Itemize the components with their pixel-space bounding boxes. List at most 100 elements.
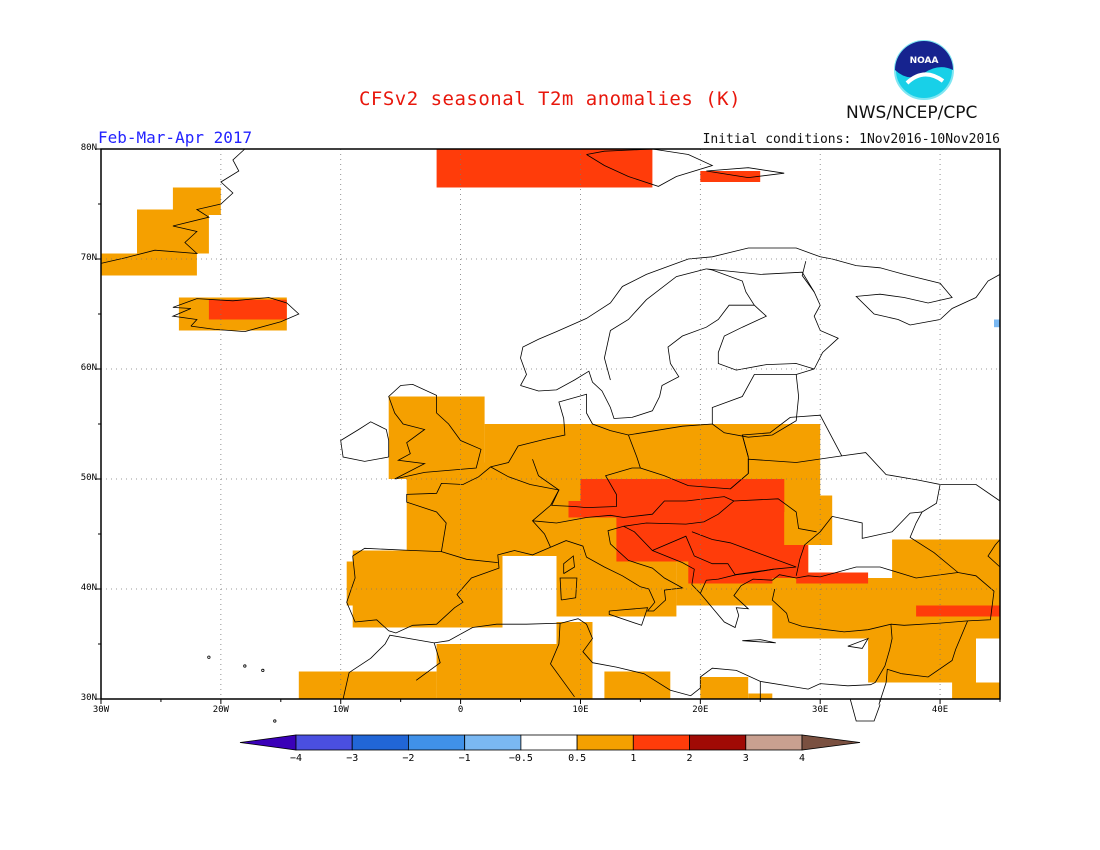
lon-label: 20E bbox=[692, 705, 709, 715]
coastline-danube bbox=[623, 498, 817, 533]
anomaly-cell-turkey-red bbox=[796, 572, 869, 584]
coastline-sardinia bbox=[559, 577, 578, 601]
coastline-iceland bbox=[171, 297, 300, 333]
colorbar-box bbox=[520, 734, 578, 751]
coastline-alps-border bbox=[532, 496, 735, 524]
anomaly-cell-morocco bbox=[298, 671, 437, 699]
lon-label: 40E bbox=[931, 705, 949, 715]
coastline-finland-border bbox=[706, 268, 815, 306]
coastline-russia-kaz bbox=[940, 484, 1001, 502]
lat-label: 80N bbox=[80, 143, 97, 153]
coastline-red-sea bbox=[849, 698, 881, 722]
anomaly-cell-greenland-n bbox=[172, 187, 221, 215]
colorbar-arrow-high bbox=[801, 734, 861, 751]
anomaly-cell-iceland-red bbox=[208, 299, 287, 320]
anomaly-cell-portugal bbox=[346, 561, 377, 606]
anomaly-cell-caucasus bbox=[892, 539, 1000, 578]
colorbar-box bbox=[464, 734, 522, 751]
coastlines bbox=[100, 148, 1001, 723]
coastline-crete bbox=[742, 639, 776, 644]
coastline-greenland bbox=[100, 148, 246, 264]
season-label: Feb-Mar-Apr 2017 bbox=[98, 128, 253, 147]
coastline-svalbard-e bbox=[706, 167, 785, 179]
coastline-cyprus bbox=[847, 637, 870, 649]
colorbar-box bbox=[632, 734, 690, 751]
coastline-norway-s bbox=[520, 304, 815, 419]
colorbar-box bbox=[351, 734, 409, 751]
map-title: CFSv2 seasonal T2m anomalies (K) bbox=[358, 88, 742, 110]
anomaly-shading bbox=[101, 149, 1000, 699]
coastline-caspian bbox=[987, 539, 1001, 568]
colorbar-label: −4 bbox=[289, 753, 303, 764]
anomaly-cell-gulf bbox=[988, 690, 1000, 699]
anomaly-cell-tunisia bbox=[556, 622, 593, 699]
colorbar-label: −3 bbox=[346, 753, 359, 764]
colorbar-label: 2 bbox=[686, 753, 693, 764]
colorbar-box bbox=[689, 734, 747, 751]
coastline-black-sea bbox=[795, 511, 959, 576]
coastline-gulf-finland bbox=[801, 261, 839, 370]
island-mark bbox=[243, 664, 247, 668]
coastline-turkey-borders bbox=[890, 572, 995, 626]
coastline-tunisia-alg bbox=[550, 623, 575, 698]
anomaly-cell-greenland-s bbox=[101, 253, 197, 276]
coastline-israel-jordan bbox=[878, 668, 902, 705]
coastline-ireland bbox=[340, 421, 390, 462]
colorbar-label: 1 bbox=[630, 753, 637, 764]
lon-label: 30W bbox=[92, 705, 110, 715]
coastline-sicily bbox=[608, 607, 649, 626]
colorbar-label: −2 bbox=[402, 753, 415, 764]
lat-label: 40N bbox=[80, 583, 97, 593]
initial-conditions-label: Initial conditions: 1Nov2016-10Nov2016 bbox=[702, 132, 1000, 147]
colorbar-box bbox=[295, 734, 353, 751]
colorbar-box bbox=[576, 734, 634, 751]
island-mark bbox=[207, 655, 211, 659]
colorbar-label: 4 bbox=[798, 753, 806, 764]
anomaly-cell-negative bbox=[994, 319, 1000, 328]
island-mark bbox=[261, 668, 265, 673]
anomaly-cell-cyrenaica bbox=[700, 677, 749, 699]
anomaly-cell-libya bbox=[604, 671, 671, 699]
svg-text:NOAA: NOAA bbox=[910, 56, 939, 66]
colorbar-label: 3 bbox=[742, 753, 749, 764]
coastline-germany-border bbox=[532, 459, 641, 509]
coastline-turkey-s bbox=[342, 588, 893, 700]
island-mark bbox=[273, 719, 277, 723]
coastline-morocco-alg bbox=[415, 642, 441, 681]
lon-label: 10W bbox=[332, 705, 349, 715]
anomaly-cell-levant bbox=[868, 638, 976, 683]
coastline-baltic-states bbox=[712, 374, 800, 438]
coastline-iberia-s bbox=[346, 525, 959, 634]
colorbar-box bbox=[407, 734, 465, 751]
agency-label: NWS/NCEP/CPC bbox=[846, 103, 978, 123]
coastline-svalbard bbox=[586, 148, 714, 187]
anomaly-cell-syria-red bbox=[916, 605, 1000, 617]
colorbar-arrow-low bbox=[239, 734, 297, 751]
lon-label: 20W bbox=[212, 705, 229, 715]
coastline-pyrenees bbox=[441, 551, 498, 563]
colorbar-label: −0.5 bbox=[508, 753, 533, 764]
coastline-norway bbox=[520, 247, 1001, 386]
coastline-greece-border bbox=[699, 568, 774, 594]
coastline-corsica bbox=[563, 555, 575, 574]
lon-label: 10E bbox=[572, 705, 589, 715]
coastline-syria-iraq bbox=[901, 620, 968, 678]
coastline-norway-sweden bbox=[603, 268, 707, 381]
noaa-logo: NOAA bbox=[894, 40, 954, 100]
coastline-belarus-border bbox=[741, 414, 843, 458]
anomaly-cell-alps bbox=[568, 501, 623, 518]
map-gridlines bbox=[101, 149, 1000, 699]
coastline-france-border bbox=[490, 466, 560, 548]
anomaly-cell-algeria bbox=[436, 644, 557, 699]
anomaly-cell-svalbard-e bbox=[700, 171, 761, 182]
coastline-britain bbox=[388, 383, 482, 480]
lat-label: 70N bbox=[80, 253, 97, 263]
colorbar-label: 0.5 bbox=[568, 753, 587, 764]
lon-label: 30E bbox=[812, 705, 829, 715]
colorbar-box bbox=[745, 734, 803, 751]
anomaly-cell-svalbard bbox=[436, 149, 653, 188]
lon-label: 0 bbox=[457, 705, 464, 715]
colorbar-label: −1 bbox=[458, 753, 471, 764]
